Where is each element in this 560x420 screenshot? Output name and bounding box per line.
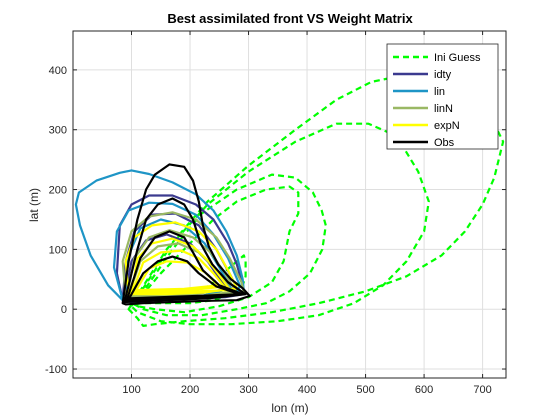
contour-line: [131, 249, 226, 293]
legend-label: expN: [434, 120, 460, 132]
contour-line: [125, 230, 244, 302]
x-tick-label: 100: [122, 384, 140, 396]
contour-line: [123, 197, 247, 304]
contour-line: [121, 163, 251, 306]
x-tick-label: 600: [415, 384, 433, 396]
legend-box: [386, 43, 499, 150]
legend-label: idty: [434, 69, 452, 81]
x-tick-label: 400: [298, 384, 316, 396]
contour-line: [128, 255, 241, 300]
contour-line: [133, 185, 300, 314]
x-tick-label: 500: [356, 384, 374, 396]
legend-label: Ini Guess: [434, 52, 481, 64]
legend-label: Obs: [434, 137, 455, 149]
y-tick-label: -100: [45, 364, 67, 376]
x-tick-label: 200: [181, 384, 199, 396]
legend: Ini Guess idty lin linN expN Obs: [386, 43, 499, 150]
series-layer: [74, 74, 505, 327]
contour-line: [127, 74, 505, 327]
contour-line: [130, 122, 430, 326]
y-tick-label: 0: [61, 304, 67, 316]
y-tick-label: 200: [49, 185, 67, 197]
x-tick-label: 700: [473, 384, 491, 396]
x-tick-label: 300: [239, 384, 257, 396]
chart-title: Best assimilated front VS Weight Matrix: [167, 11, 413, 26]
y-axis-label: lat (m): [27, 188, 41, 222]
legend-label: lin: [434, 86, 445, 98]
axes-box: [72, 30, 507, 379]
y-tick-label: 400: [49, 65, 67, 77]
series-obs: [121, 163, 251, 306]
ticks: 100 200 300 400 500 600 700 -100 0 100 200 300 400: [45, 31, 506, 396]
legend-label: linN: [434, 103, 453, 115]
x-axis-label: lon (m): [271, 401, 308, 415]
y-tick-label: 100: [49, 244, 67, 256]
contour-line: [133, 173, 327, 317]
y-tick-label: 300: [49, 125, 67, 137]
